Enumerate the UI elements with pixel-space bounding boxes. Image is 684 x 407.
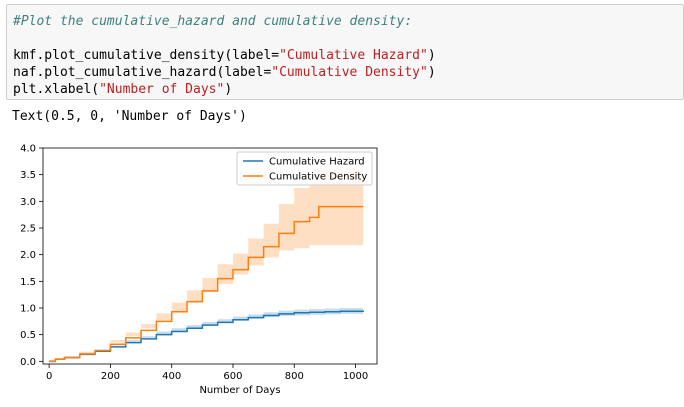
code-line-2-string: "Cumulative Density"	[271, 65, 428, 80]
code-comment-line: #Plot the cumulative_hazard and cumulati…	[13, 14, 413, 29]
code-line-2-prefix: naf.plot_cumulative_hazard(label=	[13, 65, 272, 80]
code-line-2-suffix: )	[427, 65, 436, 80]
x-axis-label: Number of Days	[199, 385, 280, 396]
code-line-1: kmf.plot_cumulative_density(label="Cumul…	[13, 47, 436, 64]
y-tick-label-3.5: 3.5	[20, 170, 36, 181]
cell-output-text: Text(0.5, 0, 'Number of Days')	[12, 109, 247, 124]
cumulative-hazard-line	[49, 310, 364, 363]
x-tick-label-1000: 1000	[343, 371, 368, 382]
y-tick-label-0: 0.0	[20, 357, 36, 368]
cumulative-density-line	[49, 205, 364, 363]
x-tick-label-0: 0	[46, 371, 52, 382]
y-tick-label-4: 4.0	[20, 144, 36, 155]
x-tick-label-400: 400	[162, 371, 181, 382]
code-line-2: naf.plot_cumulative_hazard(label="Cumula…	[13, 64, 436, 81]
legend-label-cumulative-density: Cumulative Density	[269, 172, 367, 183]
cumulative-density-confidence-band	[49, 169, 364, 362]
code-line-3-prefix: plt.xlabel(	[13, 82, 100, 97]
code-line-1-prefix: kmf.plot_cumulative_density(label=	[13, 48, 280, 63]
code-line-1-string: "Cumulative Hazard"	[279, 48, 428, 63]
x-tick-label-200: 200	[101, 371, 120, 382]
code-line-1-suffix: )	[427, 48, 436, 63]
y-tick-label-1: 1.0	[20, 304, 36, 315]
cumulative-hazard-confidence-band	[49, 307, 364, 362]
y-tick-label-0.5: 0.5	[20, 330, 36, 341]
legend-label-cumulative-hazard: Cumulative Hazard	[269, 157, 365, 168]
x-tick-label-600: 600	[223, 371, 242, 382]
plot-frame	[42, 147, 378, 365]
x-tick-label-800: 800	[285, 371, 304, 382]
code-cell-input[interactable]: #Plot the cumulative_hazard and cumulati…	[6, 4, 684, 100]
y-tick-label-2: 2.0	[20, 250, 36, 261]
y-tick-label-3: 3.0	[20, 197, 36, 208]
code-line-3-string: "Number of Days"	[99, 82, 225, 97]
code-line-3: plt.xlabel("Number of Days")	[13, 81, 232, 98]
y-tick-label-2.5: 2.5	[20, 224, 36, 235]
code-line-3-suffix: )	[224, 82, 233, 97]
legend-box	[236, 151, 373, 186]
y-tick-label-1.5: 1.5	[20, 277, 36, 288]
